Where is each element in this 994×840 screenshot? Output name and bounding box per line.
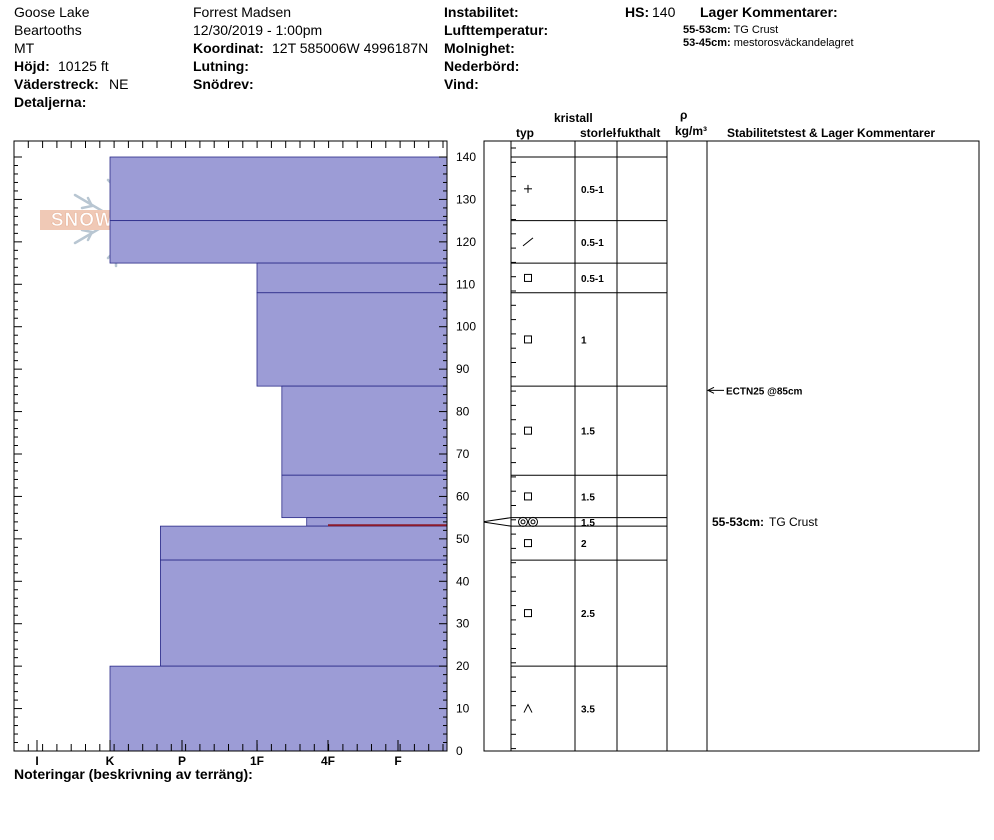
height-tick-label: 30 [456,617,470,631]
grain-size-value: 0.5-1 [581,185,604,196]
height-tick-label: 60 [456,489,470,503]
wind-loading-label: Snödrev: [193,76,254,92]
terrain-notes-label: Noteringar (beskrivning av terräng): [14,766,253,782]
instability-label: Instabilitet: [444,4,519,20]
hardness-tick-label: 4F [321,754,335,768]
grain-square-icon [524,426,532,435]
layer-comment-range: 55-53cm: [712,515,764,529]
state: MT [14,40,35,56]
grain-size-value: 0.5-1 [581,274,604,285]
grain-size-value: 1.5 [581,427,595,438]
hs-label: HS: [625,4,650,20]
height-tick-label: 90 [456,362,470,376]
height-tick-label: 10 [456,702,470,716]
grain-square-icon [524,539,532,548]
layer-connector [483,517,512,523]
typ-header: typ [516,126,534,140]
observation-datetime: 12/30/2019 - 1:00pm [193,22,323,38]
layer-comment: 53-45cm: mestorosväckandelagret [683,37,854,50]
profile-table-frame [483,140,980,752]
grain-size-value: 1.5 [581,518,595,529]
height-tick-label: 120 [456,235,476,249]
layer-comment-range: 53-45cm: [683,37,731,49]
mountain-range: Beartooths [14,22,82,38]
layer-comment: 55-53cm: TG Crust [683,24,778,37]
grain-size-value: 2 [581,539,587,550]
coordinate-label: Koordinat: [193,40,264,56]
grain-size-value: 0.5-1 [581,238,604,249]
height-tick-label: 110 [456,277,475,291]
hardness-bar [109,220,448,264]
hardness-bar [281,474,448,519]
hardness-bar [256,262,448,294]
hardness-tick-label: P [178,754,186,768]
location-name: Goose Lake [14,4,90,20]
hardness-bar [109,156,448,222]
stability-test-text: ECTN25 @85cm [726,386,803,397]
hardness-bar [256,292,448,387]
height-tick-label: 140 [456,150,476,164]
grain-square-icon [524,492,532,501]
coordinate-value: 12T 585006W 4996187N [272,40,429,56]
height-tick-label: 20 [456,659,470,673]
hardness-bar [281,385,448,476]
hs-value: 140 [652,4,676,20]
grain-square-icon [524,609,532,618]
layer-comment-range: 55-53cm: [683,24,731,36]
height-tick-label: 50 [456,532,470,546]
precipitation-label: Nederbörd: [444,58,520,74]
hardness-bar [159,559,448,667]
aspect-value: NE [109,76,129,92]
kristall-header: kristall [554,111,593,125]
hardness-tick-label: K [106,754,115,768]
wind-label: Vind: [444,76,479,92]
layer-comments-title: Lager Kommentarer: [700,4,838,20]
size-header: storlek [580,126,616,140]
density-unit-header: kg/m³ [675,124,708,138]
hardness-bar [109,665,448,752]
layer-connector [483,521,512,527]
details-label: Detaljerna: [14,94,87,110]
grain-doublecircle-icon [518,516,538,527]
hardness-tick-label: F [394,754,401,768]
layer-comment-text: TG Crust [769,515,818,529]
moisture-header: fukthalt [617,126,661,140]
aspect-label: Väderstreck: [14,76,99,92]
slope-label: Lutning: [193,58,249,74]
sky-label: Molnighet: [444,40,515,56]
grain-size-value: 3.5 [581,705,595,716]
height-tick-label: 40 [456,574,470,588]
height-tick-label: 130 [456,192,476,206]
stability-header: Stabilitetstest & Lager Kommentarer [727,126,936,140]
grain-plus-icon [524,184,532,193]
layer-comment-text: TG Crust [733,24,779,36]
height-tick-label: 0 [456,744,463,758]
height-tick-label: 70 [456,447,470,461]
observer-name: Forrest Madsen [193,4,292,20]
grain-caret-icon [523,703,533,713]
elevation-value: 10125 ft [58,58,109,74]
hardness-tick-label: I [35,754,38,768]
layer-comment-text: mestorosväckandelagret [733,37,854,49]
arrow-left-icon [706,386,715,394]
grain-size-value: 1.5 [581,492,595,503]
grain-size-value: 2.5 [581,609,595,620]
hardness-bar [159,525,448,561]
air-temp-label: Lufttemperatur: [444,22,549,38]
elevation-label: Höjd: [14,58,50,74]
grain-square-icon [524,273,532,282]
grain-slash-icon [522,237,534,247]
density-symbol-header: ρ [680,108,688,122]
grain-size-value: 1 [581,335,587,346]
hardness-tick-label: 1F [250,754,264,768]
grain-square-icon [524,335,532,344]
height-tick-label: 80 [456,405,470,419]
height-tick-label: 100 [456,320,476,334]
